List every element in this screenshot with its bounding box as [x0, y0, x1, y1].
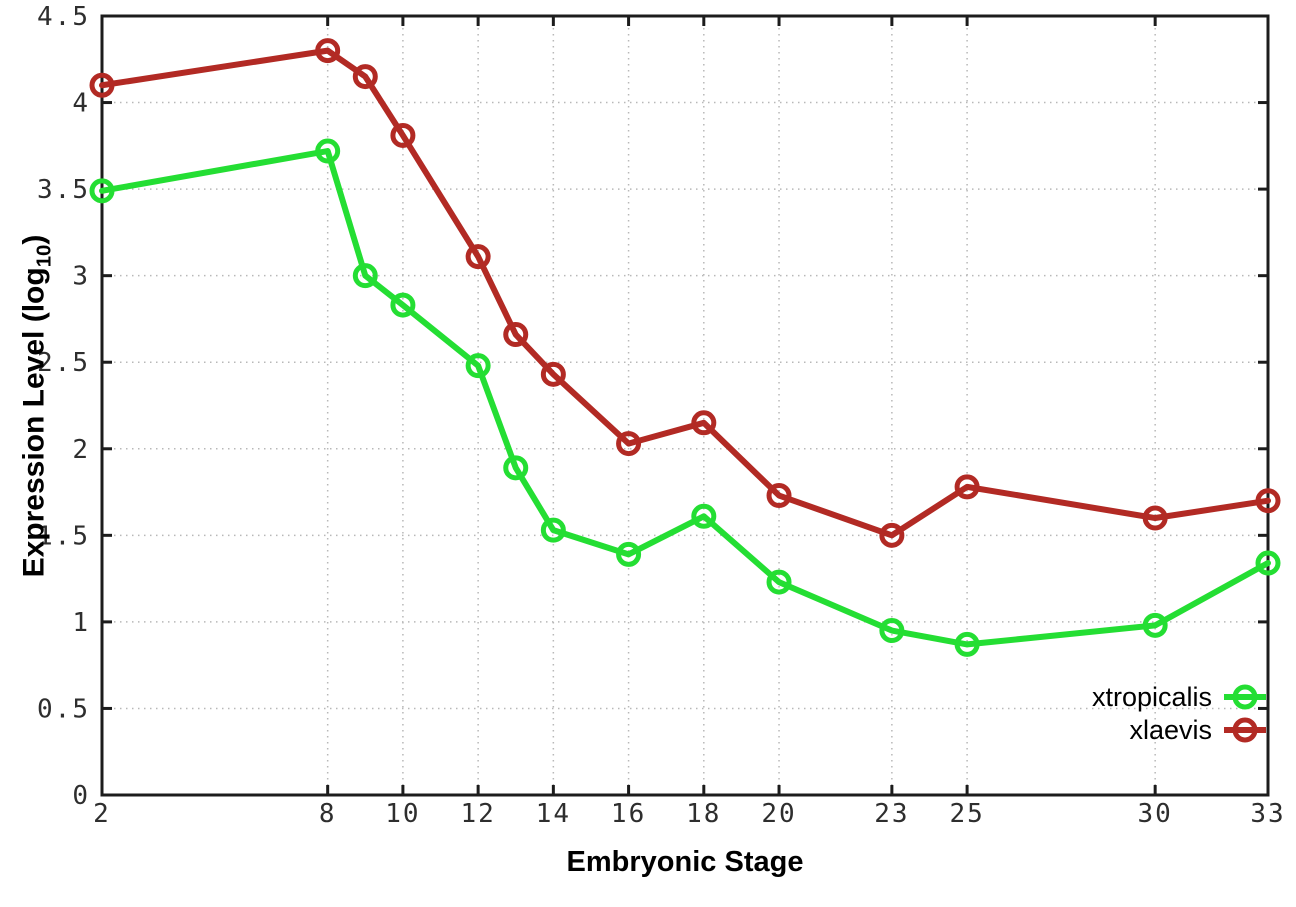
series-xtropicalis [89, 138, 1281, 657]
x-tick-label: 25 [949, 799, 984, 829]
legend-item-xlaevis: xlaevis [1129, 715, 1268, 745]
y-tick-label: 1.5 [37, 521, 90, 551]
x-tick-label: 2 [93, 799, 111, 829]
series-xlaevis-marker [352, 64, 378, 90]
series-xlaevis-marker [879, 522, 905, 548]
series-xlaevis-marker [315, 38, 341, 64]
series-xtropicalis-marker [616, 541, 642, 567]
series-xlaevis-marker [390, 122, 416, 148]
tick-labels: 2 8 10 12 14 16 18 20 23 25 30 33 0 0.5 1 1.5 2 2.5 3 3.5 4 4… [37, 2, 1285, 829]
series-xtropicalis-marker [315, 138, 341, 164]
y-tick-label: 4 [72, 89, 90, 119]
x-tick-label: 8 [319, 799, 337, 829]
series-xlaevis [89, 38, 1281, 548]
series-xtropicalis-marker [465, 353, 491, 379]
series-xtropicalis-marker [766, 569, 792, 595]
x-tick-label: 14 [536, 799, 571, 829]
legend-label-xtropicalis: xtropicalis [1091, 682, 1212, 712]
y-tick-label: 1 [72, 608, 90, 638]
series-xtropicalis-marker [503, 455, 529, 481]
x-tick-label: 33 [1250, 799, 1285, 829]
tick-marks [100, 14, 1270, 797]
series-xtropicalis-marker [691, 503, 717, 529]
series-xtropicalis-line [99, 148, 1271, 648]
series-xlaevis-marker [766, 483, 792, 509]
x-tick-label: 23 [874, 799, 909, 829]
series-xlaevis-marker [1255, 488, 1281, 514]
x-tick-label: 30 [1138, 799, 1173, 829]
series-xtropicalis-marker [879, 618, 905, 644]
series-xtropicalis-marker [540, 517, 566, 543]
series-xtropicalis-marker [1255, 550, 1281, 576]
x-tick-label: 20 [761, 799, 796, 829]
y-tick-label: 2 [72, 435, 90, 465]
y-tick-label: 3.5 [37, 175, 90, 205]
xlaevis-line-marker-icon [1224, 717, 1266, 743]
series-xlaevis-marker [691, 410, 717, 436]
series-xlaevis-marker [89, 72, 115, 98]
series-xtropicalis-marker [352, 263, 378, 289]
x-axis-title: Embryonic Stage [566, 846, 804, 878]
xtropicalis-line-marker-icon [1224, 684, 1266, 710]
y-tick-label: 0.5 [37, 694, 90, 724]
y-tick-label: 0 [72, 781, 90, 811]
series-xtropicalis-marker [390, 292, 416, 318]
legend-item-xtropicalis: xtropicalis [1092, 682, 1268, 712]
gridlines [101, 15, 1269, 796]
series-xlaevis-marker [616, 431, 642, 457]
series-xlaevis-marker [503, 322, 529, 348]
series-xlaevis-marker [540, 361, 566, 387]
y-axis-title-text: Expression Level (log [17, 267, 51, 578]
x-tick-label: 16 [611, 799, 646, 829]
y-tick-label: 3 [72, 262, 90, 292]
x-tick-label: 10 [385, 799, 420, 829]
x-tick-label: 12 [460, 799, 495, 829]
y-axis-title-subscript: 10 [33, 244, 56, 268]
series-xtropicalis-marker [1142, 612, 1168, 638]
y-axis-title: Expression Level (log10) [18, 235, 57, 578]
series-xlaevis-marker [954, 474, 980, 500]
series-xtropicalis-marker [954, 631, 980, 657]
y-axis-title-close: ) [17, 234, 51, 245]
y-tick-label: 4.5 [37, 2, 90, 32]
legend-label-xlaevis: xlaevis [1129, 715, 1212, 745]
plot-border [100, 14, 1270, 797]
series-xlaevis-marker [465, 244, 491, 270]
x-tick-label: 18 [686, 799, 721, 829]
legend: xtropicalis xlaevis [1092, 682, 1268, 745]
y-tick-label: 2.5 [37, 348, 90, 378]
series-xtropicalis-marker [89, 178, 115, 204]
series-xlaevis-line [99, 47, 1271, 539]
series-xlaevis-marker [1142, 505, 1168, 531]
